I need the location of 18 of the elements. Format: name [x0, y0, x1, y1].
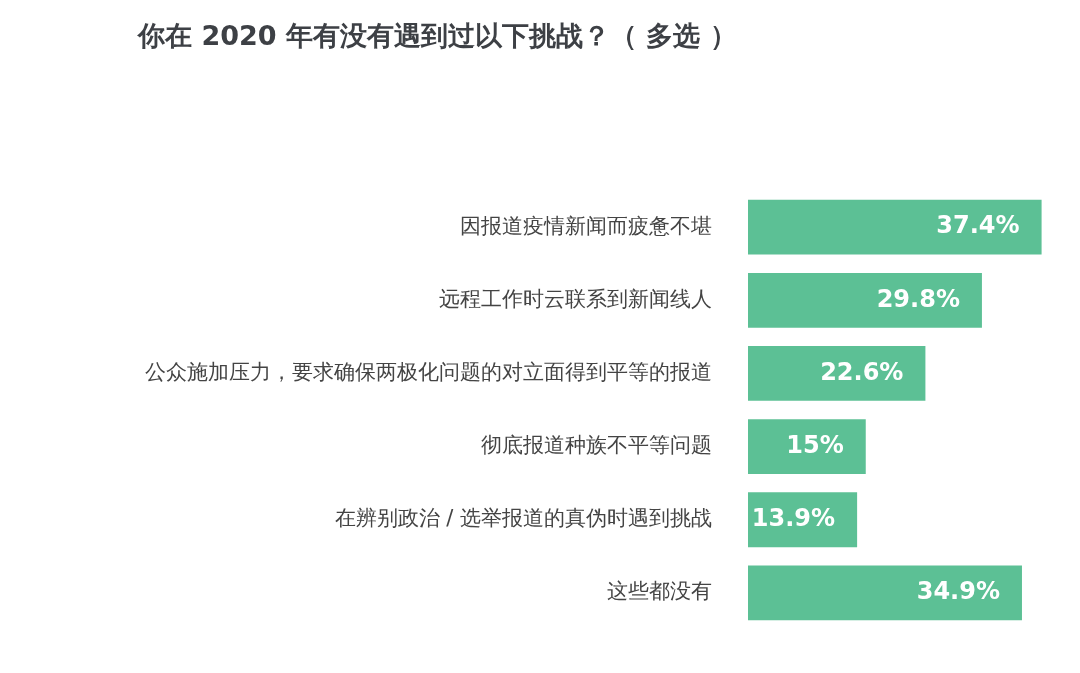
y-tick-label: 在辨别政治 / 选举报道的真伪时遇到挑战 — [334, 506, 712, 531]
bar — [748, 419, 866, 474]
data-label: 37.4% — [936, 211, 1020, 240]
bar — [748, 272, 982, 328]
y-tick-label: 彻底报道种族不平等问题 — [481, 433, 712, 458]
y-tick-label: 这些都没有 — [607, 579, 712, 604]
y-tick-label: 因报道疫情新闻而疲惫不堪 — [460, 213, 712, 238]
data-label: 29.8% — [876, 284, 960, 313]
bar — [748, 346, 926, 401]
y-tick-label: 远程工作时云联系到新闻线人 — [439, 286, 712, 311]
data-label: 22.6% — [820, 357, 904, 386]
data-label: 15% — [786, 430, 844, 459]
bar — [748, 565, 1022, 621]
y-tick-label: 公众施加压力，要求确保两极化问题的对立面得到平等的报道 — [145, 359, 712, 384]
bar — [748, 199, 1042, 255]
data-label: 13.9% — [751, 503, 836, 532]
data-label: 34.9% — [916, 577, 1000, 606]
text: 你在 2020 年有没有遇到过以下挑战？（ 多选 ） — [138, 19, 737, 53]
